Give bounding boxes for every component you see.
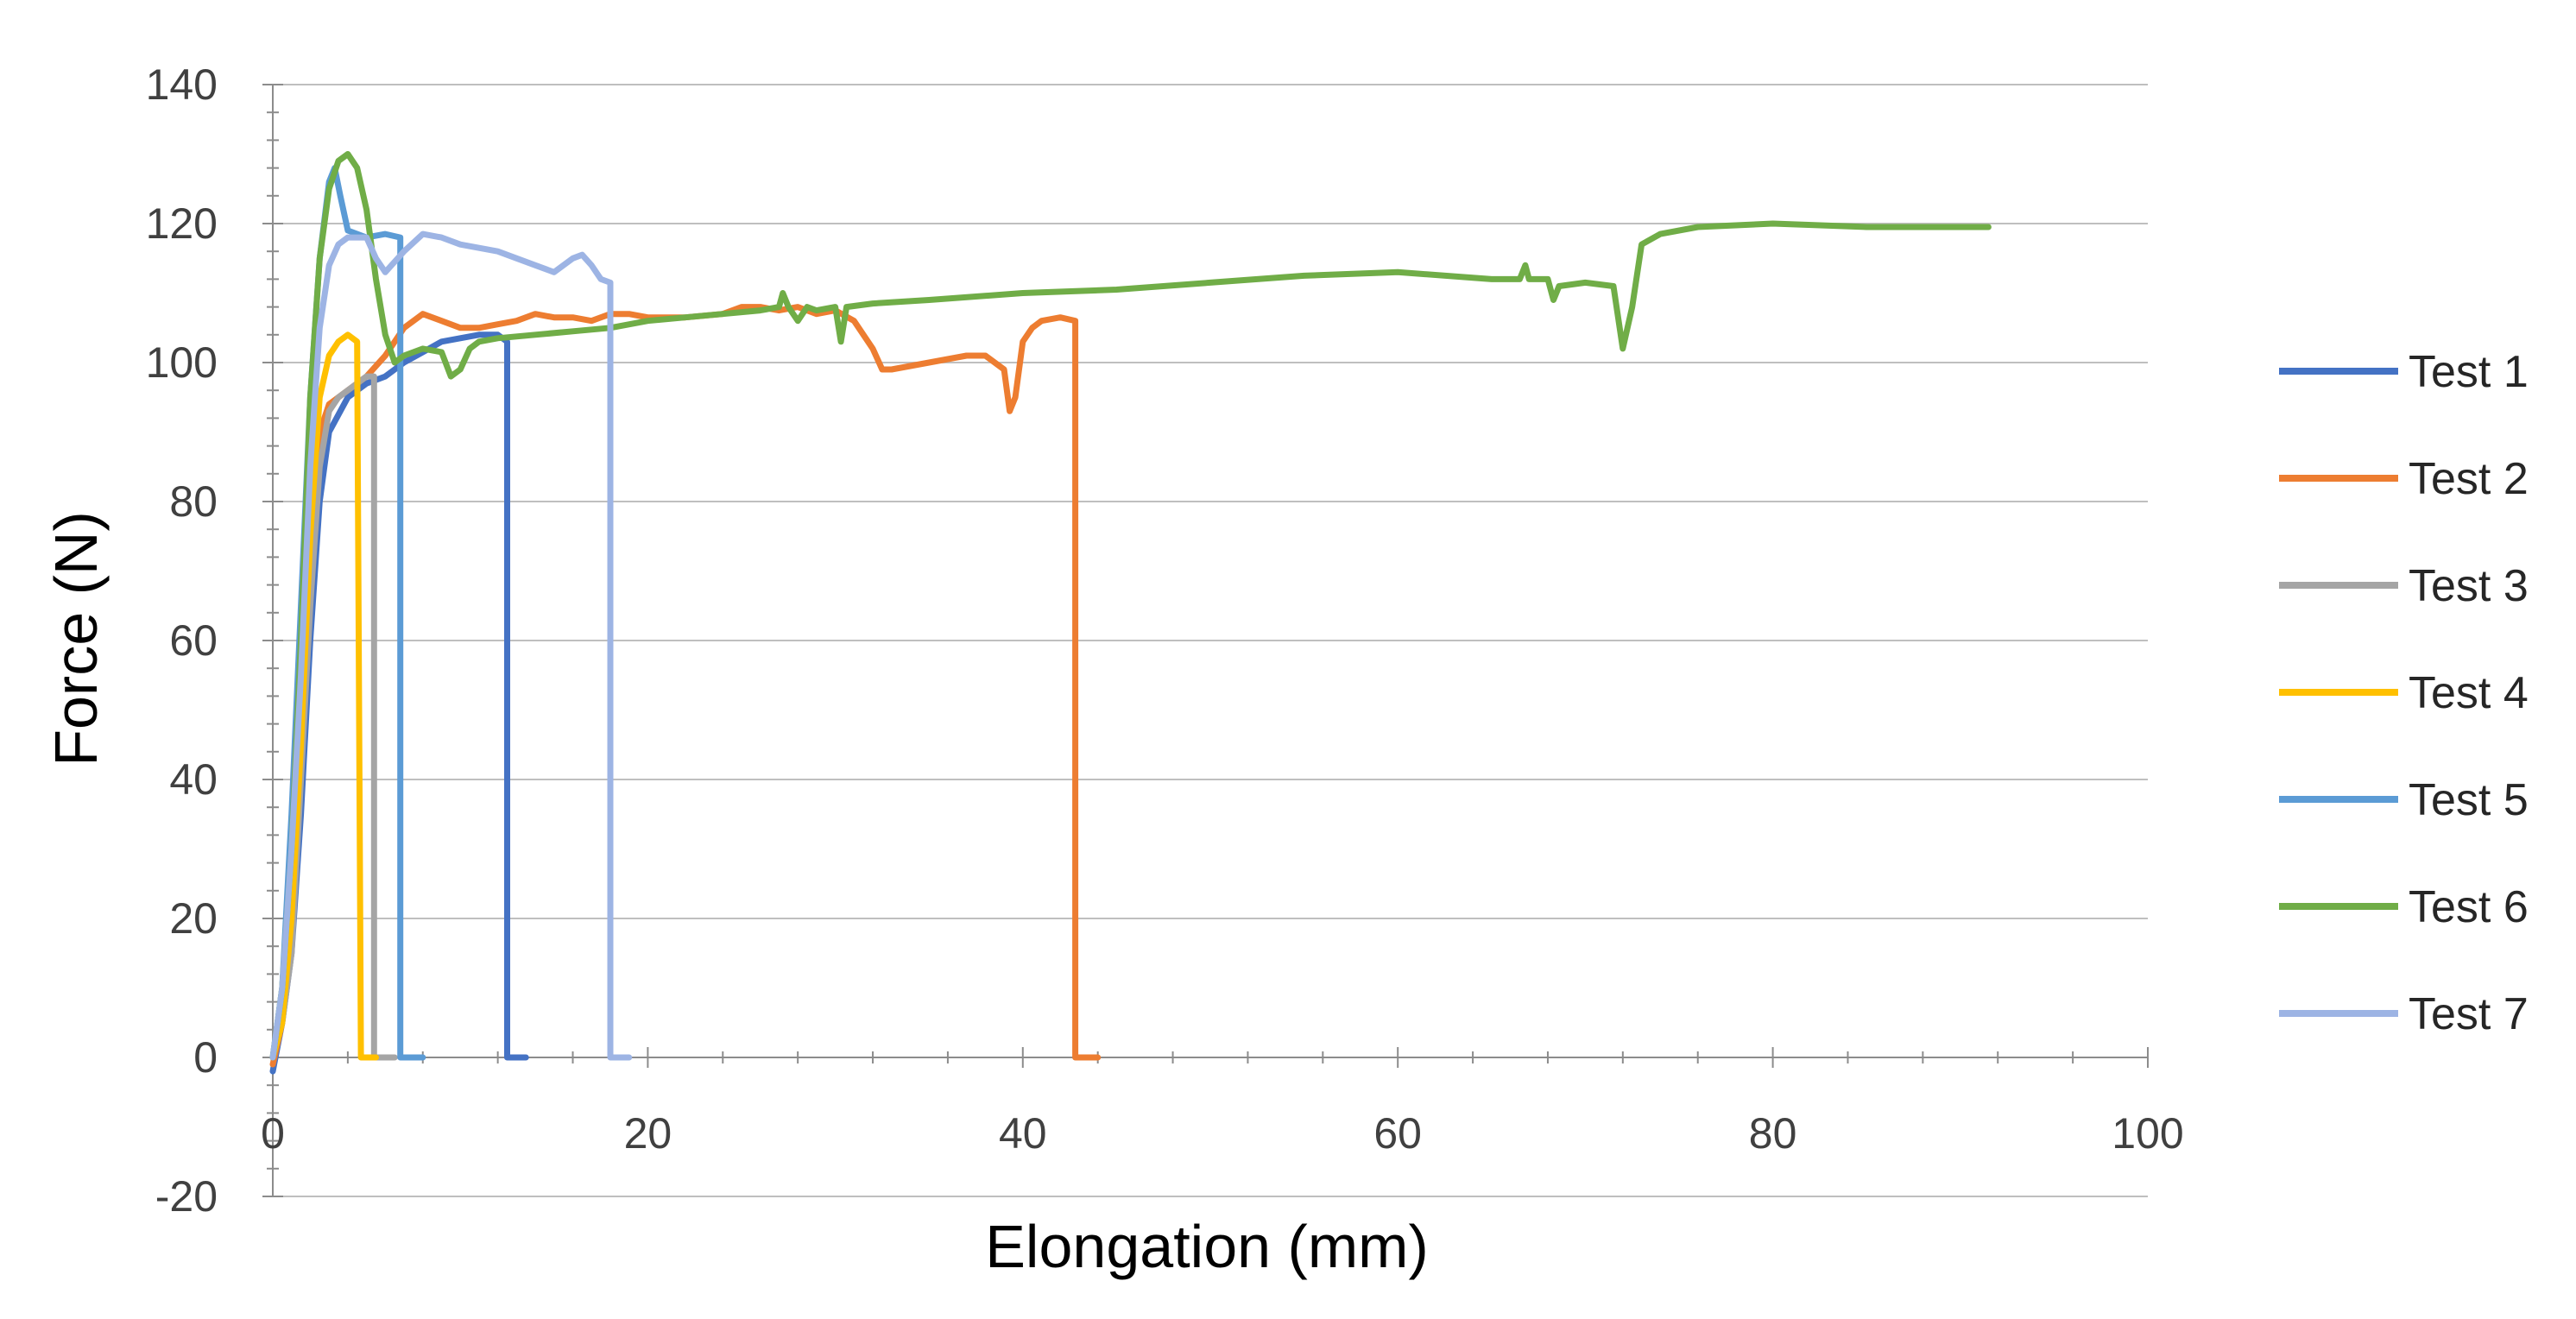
series-line-test-2: [269, 304, 1102, 1068]
axes: [262, 84, 2149, 1197]
legend-label: Test 2: [2409, 454, 2529, 504]
legend-label: Test 3: [2409, 561, 2529, 611]
y-tick-label: -20: [155, 1172, 218, 1221]
x-tick-label: 80: [1749, 1109, 1797, 1158]
gridlines: [273, 84, 2148, 1197]
y-tick-label: 100: [146, 338, 218, 387]
legend: Test 1 Test 2 Test 3 Test 4 Test 5 Test 6 Test…: [2279, 347, 2529, 1039]
x-axis-title: Elongation (mm): [985, 1213, 1429, 1280]
x-tick-label: 0: [261, 1109, 285, 1158]
y-tick-label: 140: [146, 60, 218, 109]
x-tick-label: 100: [2112, 1109, 2183, 1158]
tick-labels: 140 120 100 80 60 40 20 0 -20 0 20 40 60 80 100: [146, 60, 2184, 1221]
series-line-test-3: [269, 373, 398, 1061]
legend-label: Test 7: [2409, 989, 2529, 1039]
series-line-test-6: [269, 151, 1992, 1061]
plot-area: [269, 151, 1992, 1075]
legend-label: Test 4: [2409, 668, 2529, 718]
legend-label: Test 5: [2409, 775, 2529, 825]
y-tick-label: 40: [169, 755, 218, 804]
y-tick-label: 120: [146, 199, 218, 248]
legend-label: Test 1: [2409, 347, 2529, 397]
y-axis-title: Force (N): [42, 511, 110, 767]
y-tick-label: 60: [169, 616, 218, 665]
x-tick-label: 60: [1373, 1109, 1422, 1158]
y-tick-label: 80: [169, 477, 218, 526]
x-tick-label: 20: [624, 1109, 672, 1158]
legend-label: Test 6: [2409, 882, 2529, 932]
x-tick-label: 40: [999, 1109, 1047, 1158]
y-tick-label: 0: [193, 1033, 218, 1082]
series-line-test-4: [269, 331, 379, 1061]
y-tick-label: 20: [169, 894, 218, 943]
series-line-test-7: [269, 230, 633, 1061]
